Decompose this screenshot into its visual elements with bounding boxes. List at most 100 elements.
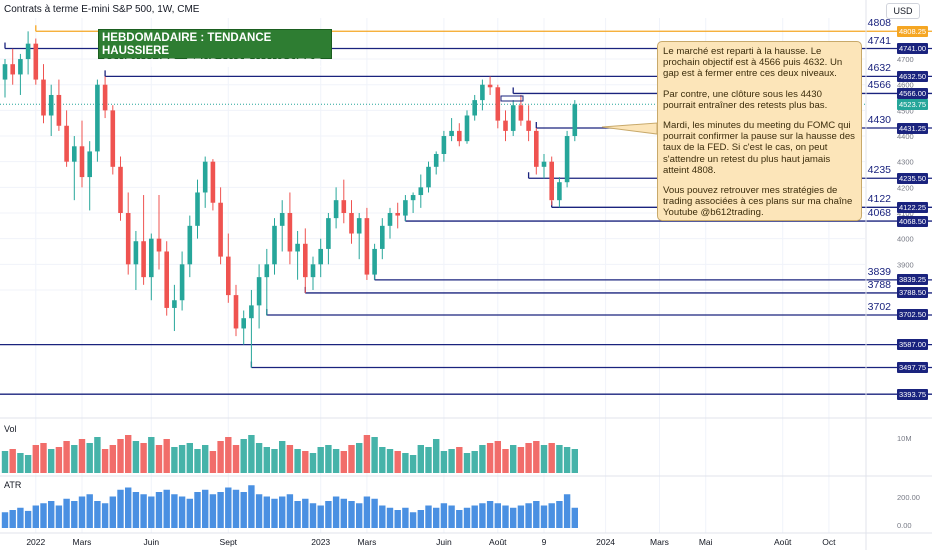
candle-body xyxy=(125,213,131,265)
volume-bar xyxy=(255,443,263,473)
note-paragraph-1: Le marché est reparti à la hausse. Le pr… xyxy=(663,46,843,80)
candle-body xyxy=(303,243,308,278)
candle-body xyxy=(33,43,39,80)
atr-bar xyxy=(409,512,417,528)
y-tick-label: 4600 xyxy=(897,81,914,90)
atr-bar xyxy=(225,487,232,528)
atr-bar xyxy=(386,507,394,528)
candle-body xyxy=(426,166,431,188)
volume-bar xyxy=(125,435,132,473)
atr-bar xyxy=(117,489,124,528)
atr-bar xyxy=(433,507,440,528)
atr-bar xyxy=(510,507,517,528)
current-price-badge: 4523.75 xyxy=(897,98,928,110)
price-badge: 3393.75 xyxy=(897,388,928,400)
atr-bar xyxy=(271,498,278,528)
price-badge: 4068.50 xyxy=(897,215,928,227)
volume-label: Vol xyxy=(4,424,17,434)
note-paragraph-4: Vous pouvez retrouver mes stratégies de … xyxy=(663,185,853,219)
candle-body xyxy=(25,43,31,60)
price-badge: 3788.50 xyxy=(897,287,928,299)
candle-body xyxy=(233,295,239,329)
volume-bar xyxy=(517,447,525,473)
level-label: 4430 xyxy=(867,114,891,126)
volume-bar xyxy=(263,447,270,473)
volume-bar xyxy=(294,449,301,473)
atr-bar xyxy=(286,494,294,528)
volume-bar xyxy=(109,445,116,473)
candle-body xyxy=(387,213,393,226)
candle-body xyxy=(256,277,262,306)
atr-bar xyxy=(471,505,478,528)
candle-body xyxy=(264,264,270,278)
volume-bar xyxy=(348,445,355,473)
candle-body xyxy=(64,125,69,162)
atr-bar xyxy=(125,487,132,528)
atr-bar xyxy=(71,501,78,528)
atr-bar xyxy=(248,485,255,528)
atr-series xyxy=(1,485,578,528)
atr-tick: 200.00 xyxy=(897,493,920,502)
candle-body xyxy=(372,248,377,275)
atr-tick: 0.00 xyxy=(897,521,912,530)
volume-bar xyxy=(232,445,240,473)
level-label: 3839 xyxy=(867,265,891,278)
volume-bar xyxy=(63,441,70,473)
atr-bar xyxy=(356,503,363,528)
candle-body xyxy=(164,251,169,308)
volume-bar xyxy=(48,449,55,473)
volume-bar xyxy=(171,447,178,473)
level-label: 3788 xyxy=(867,278,891,291)
candlestick-series xyxy=(2,31,578,368)
volume-bar xyxy=(479,445,486,473)
candle-body xyxy=(449,130,454,137)
candle-body xyxy=(541,161,547,167)
volume-bar xyxy=(248,435,255,473)
atr-bar xyxy=(325,501,332,528)
candle-body xyxy=(41,79,46,116)
volume-bar xyxy=(101,449,109,473)
volume-bar xyxy=(209,451,217,473)
atr-bar xyxy=(440,503,448,528)
volume-bar xyxy=(563,447,571,473)
volume-bar xyxy=(117,439,124,473)
volume-bar xyxy=(9,449,16,473)
volume-series xyxy=(1,435,578,473)
gap-marker xyxy=(500,95,524,102)
atr-bar xyxy=(194,492,201,528)
volume-bar xyxy=(340,451,347,473)
atr-bar xyxy=(63,498,70,528)
volume-bar xyxy=(55,447,63,473)
volume-bar xyxy=(163,439,170,473)
volume-bar xyxy=(356,443,363,473)
volume-bar xyxy=(148,437,155,473)
atr-bar xyxy=(309,503,317,528)
atr-bar xyxy=(94,501,101,528)
price-badge: 4808.25 xyxy=(897,25,928,37)
candle-body xyxy=(395,213,400,216)
candle-body xyxy=(472,100,477,116)
currency-selector[interactable]: USD xyxy=(886,3,920,19)
atr-bar xyxy=(32,505,39,528)
volume-bar xyxy=(409,455,417,473)
weekly-trend: HEBDOMADAIRE : TENDANCE HAUSSIERE xyxy=(102,32,272,57)
atr-bar xyxy=(178,496,186,528)
atr-bar xyxy=(48,501,55,528)
candle-body xyxy=(195,192,200,226)
atr-bar xyxy=(17,507,24,528)
level-label: 4122 xyxy=(867,193,891,206)
x-tick-label: Mai xyxy=(699,537,713,547)
x-tick-label: Août xyxy=(489,537,507,547)
volume-bar xyxy=(556,445,563,473)
volume-bar xyxy=(302,451,309,473)
atr-bar xyxy=(171,494,178,528)
x-tick-label: Mars xyxy=(357,537,376,547)
candle-body xyxy=(572,104,578,137)
y-tick-label: 4400 xyxy=(897,132,914,141)
candle-body xyxy=(279,213,285,226)
atr-bar xyxy=(140,494,147,528)
volume-bar xyxy=(325,445,332,473)
volume-bar xyxy=(363,435,371,473)
candle-body xyxy=(526,120,531,131)
